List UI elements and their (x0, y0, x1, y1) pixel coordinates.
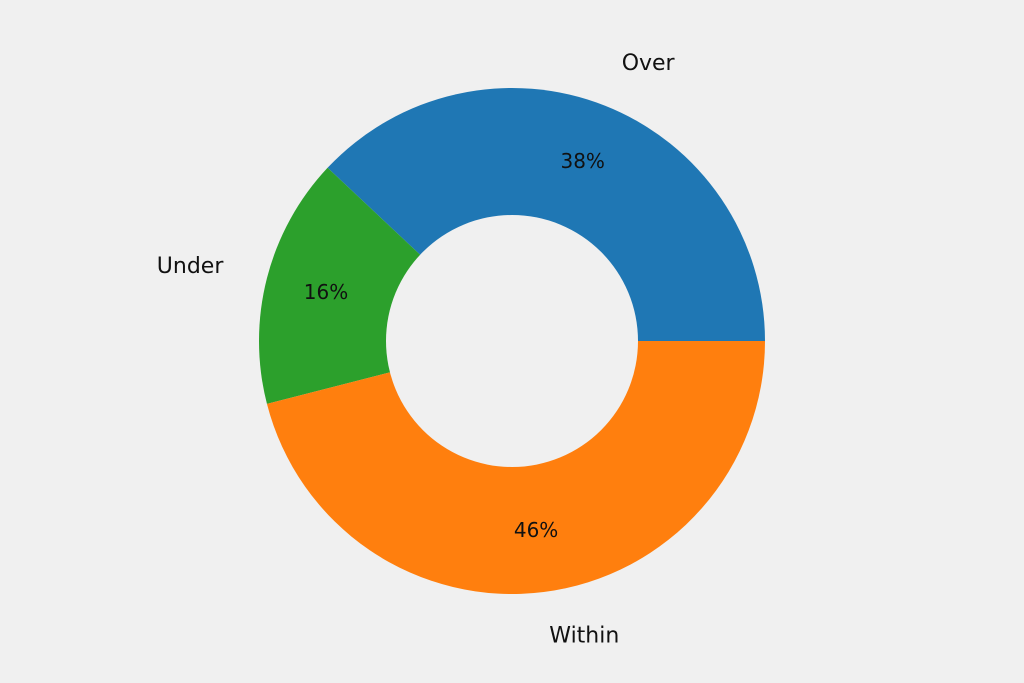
pct-label-within: 46% (514, 518, 558, 542)
donut-hole (386, 215, 638, 467)
pct-label-over: 38% (560, 149, 604, 173)
pct-label-under: 16% (304, 280, 348, 304)
slice-label-under: Under (157, 254, 225, 279)
slice-label-within: Within (549, 624, 619, 649)
slice-label-over: Over (622, 51, 676, 76)
slice-over (327, 87, 765, 341)
labels-group: Over 38% Under 16% Within 46% (157, 51, 676, 649)
slice-within (266, 341, 765, 594)
